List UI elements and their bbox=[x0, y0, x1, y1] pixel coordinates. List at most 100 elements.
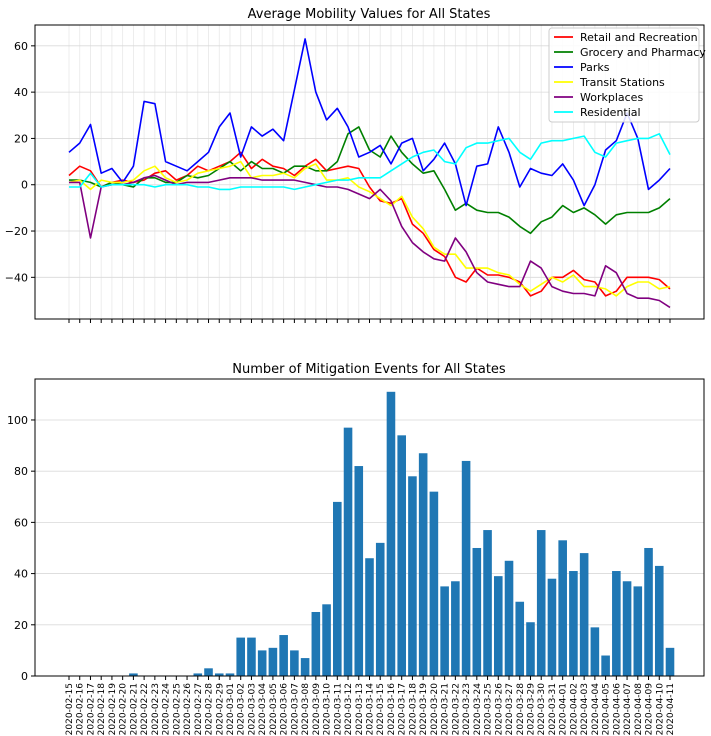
mitigation-x-tick-label: 2020-03-06 bbox=[280, 683, 290, 736]
mitigation-y-axis: 0 20 40 60 80 100 bbox=[7, 414, 35, 683]
mobility-y-tick-label: −20 bbox=[5, 225, 28, 238]
mitigation-x-tick-label: 2020-04-06 bbox=[612, 683, 622, 736]
mitigation-x-tick-label: 2020-04-11 bbox=[666, 683, 676, 735]
bar-2020-03-31 bbox=[547, 578, 557, 676]
mobility-line-chart: Average Mobility Values for All States −… bbox=[5, 7, 706, 323]
bar-2020-04-04 bbox=[590, 627, 600, 676]
bar-2020-03-22 bbox=[451, 581, 460, 676]
mitigation-x-tick-label: 2020-02-26 bbox=[183, 683, 193, 736]
mobility-y-tick-label: 20 bbox=[14, 132, 28, 145]
mitigation-x-tick-label: 2020-03-26 bbox=[494, 683, 504, 736]
legend-box bbox=[548, 27, 700, 123]
mitigation-x-tick-label: 2020-03-10 bbox=[323, 683, 333, 736]
series-line-residential bbox=[69, 133, 671, 191]
mobility-y-tick-label: 0 bbox=[21, 179, 28, 192]
mitigation-bars bbox=[129, 391, 675, 676]
mitigation-plot-frame bbox=[34, 378, 705, 677]
mitigation-x-tick-label: 2020-03-11 bbox=[333, 683, 343, 735]
bar-2020-03-14 bbox=[365, 558, 374, 676]
mobility-x-axis bbox=[68, 319, 671, 323]
mobility-y-tick-label: 60 bbox=[14, 40, 28, 53]
mitigation-x-tick-label: 2020-02-20 bbox=[119, 683, 129, 736]
mitigation-x-tick-label: 2020-02-28 bbox=[205, 683, 215, 736]
bar-2020-03-21 bbox=[440, 586, 449, 676]
mitigation-x-tick-label: 2020-02-19 bbox=[108, 683, 118, 736]
bar-2020-03-18 bbox=[408, 476, 417, 676]
bar-2020-03-15 bbox=[375, 542, 385, 676]
mitigation-x-tick-label: 2020-03-23 bbox=[462, 683, 472, 735]
bar-2020-03-04 bbox=[257, 650, 267, 676]
mitigation-x-tick-label: 2020-03-05 bbox=[269, 683, 279, 735]
bar-2020-03-09 bbox=[311, 611, 321, 676]
mitigation-x-tick-label: 2020-03-07 bbox=[290, 683, 300, 735]
mitigation-x-tick-label: 2020-02-23 bbox=[151, 683, 161, 735]
bar-2020-02-29 bbox=[214, 673, 224, 676]
bar-2020-04-02 bbox=[569, 571, 578, 676]
bar-2020-03-25 bbox=[483, 530, 492, 676]
mitigation-x-tick-label: 2020-03-19 bbox=[419, 683, 429, 736]
mitigation-x-tick-label: 2020-04-08 bbox=[634, 683, 644, 736]
bar-2020-03-07 bbox=[290, 650, 299, 676]
series-line-retail bbox=[68, 151, 671, 297]
mitigation-x-tick-label: 2020-03-20 bbox=[430, 683, 440, 736]
mitigation-x-tick-label: 2020-04-02 bbox=[569, 683, 579, 735]
mitigation-x-tick-label: 2020-03-12 bbox=[344, 683, 354, 735]
bar-2020-03-28 bbox=[515, 601, 525, 676]
mitigation-x-tick-label: 2020-04-03 bbox=[580, 683, 590, 735]
bar-2020-03-17 bbox=[397, 435, 406, 676]
mitigation-x-tick-label: 2020-04-09 bbox=[645, 683, 655, 736]
series-line-workplaces bbox=[69, 174, 671, 309]
legend-label-grocery: Grocery and Pharmacy bbox=[580, 46, 706, 59]
bar-2020-03-13 bbox=[354, 466, 364, 676]
mitigation-chart-title: Number of Mitigation Events for All Stat… bbox=[232, 362, 506, 377]
series-line-parks bbox=[68, 38, 671, 207]
bar-2020-02-21 bbox=[129, 673, 138, 676]
bar-2020-03-11 bbox=[333, 501, 342, 676]
mitigation-x-tick-label: 2020-04-04 bbox=[591, 683, 601, 736]
bar-2020-03-19 bbox=[418, 453, 428, 676]
bar-2020-03-06 bbox=[279, 635, 288, 676]
mitigation-x-tick-label: 2020-03-09 bbox=[312, 683, 322, 736]
legend-label-transit: Transit Stations bbox=[579, 76, 665, 89]
mitigation-x-tick-label: 2020-03-22 bbox=[451, 683, 461, 735]
mitigation-x-tick-label: 2020-03-29 bbox=[527, 683, 537, 736]
bar-2020-03-02 bbox=[236, 637, 246, 676]
mitigation-x-tick-label: 2020-02-21 bbox=[129, 683, 139, 735]
mitigation-x-tick-label: 2020-02-18 bbox=[97, 683, 107, 736]
mobility-plot-frame bbox=[34, 24, 705, 320]
mitigation-x-tick-label: 2020-02-24 bbox=[162, 683, 172, 736]
bar-2020-03-01 bbox=[225, 673, 235, 676]
mitigation-x-tick-label: 2020-04-10 bbox=[655, 683, 665, 736]
bar-2020-03-10 bbox=[322, 604, 331, 676]
mitigation-x-tick-label: 2020-02-27 bbox=[194, 683, 204, 735]
mitigation-x-tick-label: 2020-04-07 bbox=[623, 683, 633, 735]
legend-label-residential: Residential bbox=[580, 106, 641, 119]
bar-2020-04-05 bbox=[601, 655, 610, 676]
mobility-series bbox=[68, 38, 671, 309]
mitigation-x-tick-label: 2020-03-04 bbox=[258, 683, 268, 736]
mitigation-x-tick-label: 2020-03-18 bbox=[408, 683, 418, 736]
mitigation-y-tick-label: 0 bbox=[21, 670, 28, 683]
mitigation-x-tick-label: 2020-02-15 bbox=[65, 683, 75, 735]
mobility-legend: Retail and Recreation Grocery and Pharmac… bbox=[548, 27, 706, 123]
mitigation-x-tick-label: 2020-04-05 bbox=[602, 683, 612, 735]
mobility-y-axis: −40 −20 0 20 40 60 bbox=[5, 40, 35, 284]
mitigation-x-tick-label: 2020-03-30 bbox=[537, 683, 547, 736]
bar-2020-04-10 bbox=[654, 565, 664, 676]
mitigation-x-tick-label: 2020-03-03 bbox=[247, 683, 257, 735]
legend-label-workplaces: Workplaces bbox=[580, 91, 643, 104]
legend-label-parks: Parks bbox=[580, 61, 610, 74]
mitigation-x-tick-label: 2020-02-22 bbox=[140, 683, 150, 735]
bar-2020-03-26 bbox=[493, 576, 503, 676]
mitigation-y-tick-label: 20 bbox=[14, 619, 28, 632]
bar-2020-03-05 bbox=[268, 647, 278, 676]
bar-2020-04-08 bbox=[633, 586, 643, 676]
series-line-transit bbox=[68, 160, 671, 297]
mitigation-x-tick-label: 2020-02-29 bbox=[215, 683, 225, 736]
mitigation-x-tick-label: 2020-03-27 bbox=[505, 683, 515, 735]
mobility-y-tick-label: −40 bbox=[5, 271, 28, 284]
mobility-grid bbox=[35, 25, 704, 319]
mobility-y-tick-label: 40 bbox=[14, 86, 28, 99]
mitigation-x-tick-label: 2020-03-28 bbox=[516, 683, 526, 736]
